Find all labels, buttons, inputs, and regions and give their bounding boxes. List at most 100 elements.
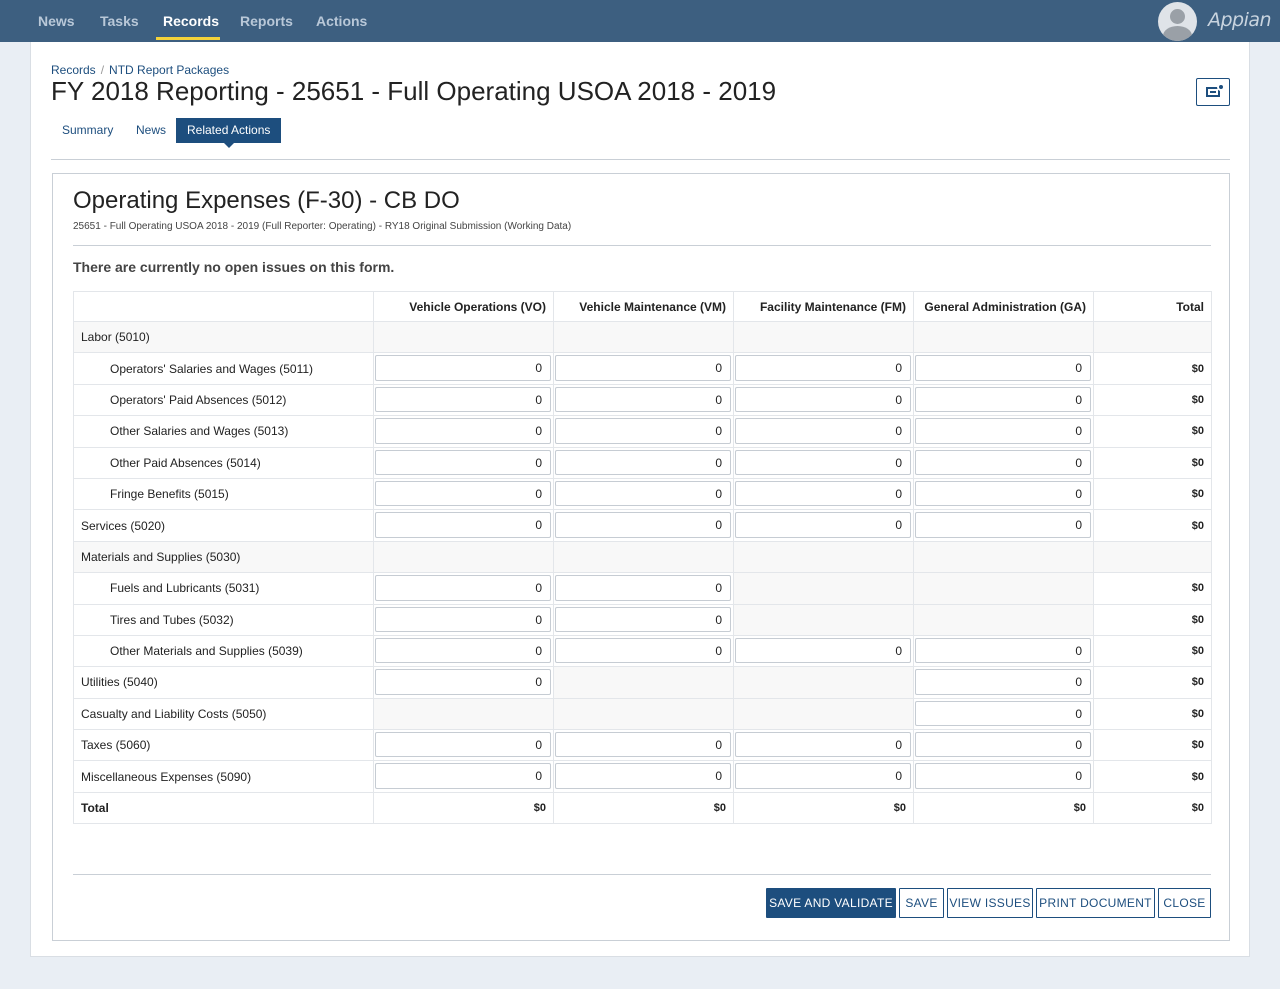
amount-input-vm[interactable]: 0 [555,480,731,507]
amount-input-vo[interactable]: 0 [375,575,551,601]
save-and-validate-button[interactable]: SAVE AND VALIDATE [766,888,896,918]
empty-cell [733,320,914,354]
amount-input-ga[interactable]: 0 [915,732,1091,758]
print-document-button[interactable]: PRINT DOCUMENT [1036,888,1155,918]
column-total-ga: $0 [913,791,1094,825]
table-row: Labor (5010) [73,320,1212,354]
amount-input-vm[interactable]: 0 [555,637,731,664]
form-subtitle: 25651 - Full Operating USOA 2018 - 2019 … [73,221,572,232]
nav-actions[interactable]: Actions [316,13,368,29]
cell-fm: 0 [733,760,914,793]
row-total: $0 [1093,572,1212,605]
tab-news[interactable]: News [136,123,167,137]
cell-vo: 0 [373,729,554,762]
amount-input-vo[interactable]: 0 [375,763,551,789]
amount-input-ga[interactable]: 0 [915,512,1091,538]
expenses-grid: Vehicle Operations (VO) Vehicle Maintena… [73,291,1212,825]
amount-input-vm[interactable]: 0 [555,355,731,381]
column-header-fm: Facility Maintenance (FM) [733,291,914,322]
nav-news[interactable]: News [38,13,75,29]
form-divider [73,245,1211,246]
amount-input-vo[interactable]: 0 [375,669,551,695]
amount-input-vm[interactable]: 0 [555,449,731,475]
amount-input-vm[interactable]: 0 [555,418,731,444]
amount-input-vm[interactable]: 0 [555,732,731,758]
cell-fm: 0 [733,446,914,479]
cell-vm: 0 [553,634,734,668]
amount-input-fm[interactable]: 0 [735,732,911,758]
amount-input-ga[interactable]: 0 [915,449,1091,475]
amount-input-fm[interactable]: 0 [735,763,911,789]
empty-cell [733,603,914,636]
row-total: $0 [1093,760,1212,793]
amount-input-fm[interactable]: 0 [735,637,911,664]
cell-vm: 0 [553,415,734,448]
footer-divider [73,874,1211,875]
nav-tasks[interactable]: Tasks [100,13,139,29]
page-title: FY 2018 Reporting - 25651 - Full Operati… [51,76,777,106]
view-issues-button[interactable]: VIEW ISSUES [947,888,1033,918]
amount-input-vo[interactable]: 0 [375,732,551,758]
amount-input-vo[interactable]: 0 [375,355,551,381]
cell-fm: 0 [733,352,914,385]
user-avatar-icon[interactable] [1158,2,1197,41]
appian-logo[interactable]: Appian [1208,9,1272,31]
amount-input-fm[interactable]: 0 [735,386,911,413]
amount-input-vo[interactable]: 0 [375,449,551,475]
cell-vm: 0 [553,760,734,793]
cell-fm: 0 [733,729,914,762]
amount-input-fm[interactable]: 0 [735,355,911,381]
amount-input-fm[interactable]: 0 [735,449,911,475]
tab-related-actions[interactable]: Related Actions [176,118,282,148]
nav-records[interactable]: Records [163,13,220,29]
amount-input-vm[interactable]: 0 [555,512,731,538]
empty-cell [373,320,554,354]
amount-input-vm[interactable]: 0 [555,386,731,413]
cell-vo: 0 [373,383,554,417]
row-label: Tires and Tubes (5032) [73,603,374,636]
cell-vo: 0 [373,415,554,448]
amount-input-fm[interactable]: 0 [735,480,911,507]
breadcrumb-records-link[interactable]: Records [51,63,96,77]
column-total-vm: $0 [553,791,734,825]
document-settings-icon[interactable] [1196,78,1230,106]
empty-cell [553,320,734,354]
amount-input-vo[interactable]: 0 [375,386,551,413]
amount-input-vo[interactable]: 0 [375,418,551,444]
amount-input-ga[interactable]: 0 [915,763,1091,789]
amount-input-ga[interactable]: 0 [915,418,1091,444]
cell-vm: 0 [553,572,734,605]
amount-input-ga[interactable]: 0 [915,386,1091,413]
amount-input-vo[interactable]: 0 [375,480,551,507]
amount-input-vm[interactable]: 0 [555,763,731,789]
row-total: $0 [1093,697,1212,731]
row-total: $0 [1093,352,1212,385]
amount-input-ga[interactable]: 0 [915,669,1091,695]
amount-input-vm[interactable]: 0 [555,575,731,601]
amount-input-ga[interactable]: 0 [915,480,1091,507]
cell-vo: 0 [373,634,554,668]
empty-cell [553,697,734,731]
nav-reports[interactable]: Reports [240,13,293,29]
amount-input-fm[interactable]: 0 [735,512,911,538]
save-button[interactable]: SAVE [899,888,944,918]
tab-summary[interactable]: Summary [62,123,114,137]
cell-fm: 0 [733,634,914,668]
amount-input-fm[interactable]: 0 [735,418,911,444]
breadcrumb-ntd-link[interactable]: NTD Report Packages [109,63,230,77]
table-row: Materials and Supplies (5030) [73,540,1212,574]
cell-ga: 0 [913,634,1094,668]
amount-input-vo[interactable]: 0 [375,637,551,664]
amount-input-vm[interactable]: 0 [555,606,731,632]
amount-input-ga[interactable]: 0 [915,637,1091,664]
amount-input-vo[interactable]: 0 [375,606,551,632]
close-button[interactable]: CLOSE [1158,888,1211,918]
amount-input-vo[interactable]: 0 [375,512,551,538]
cell-vo: 0 [373,352,554,385]
breadcrumb-separator: / [100,63,105,77]
amount-input-ga[interactable]: 0 [915,355,1091,381]
cell-ga: 0 [913,760,1094,793]
amount-input-ga[interactable]: 0 [915,700,1091,727]
grid-header-row: Vehicle Operations (VO) Vehicle Maintena… [73,291,1212,322]
row-total [1093,320,1212,354]
